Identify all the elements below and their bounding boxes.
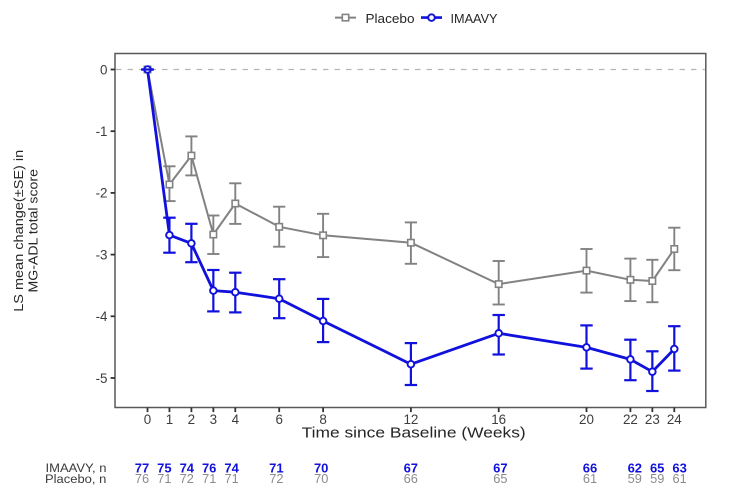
svg-text:LS mean change(±SE) in: LS mean change(±SE) in: [12, 150, 26, 312]
svg-text:22: 22: [623, 412, 638, 427]
svg-text:0: 0: [100, 62, 107, 77]
svg-text:63: 63: [672, 460, 686, 475]
svg-text:75: 75: [157, 460, 171, 475]
svg-text:71: 71: [157, 471, 171, 486]
svg-text:59: 59: [628, 471, 642, 486]
svg-text:61: 61: [583, 471, 597, 486]
svg-text:-4: -4: [96, 309, 108, 324]
svg-text:4: 4: [232, 412, 240, 427]
svg-text:76: 76: [135, 471, 149, 486]
svg-text:16: 16: [491, 412, 506, 427]
svg-text:-1: -1: [96, 124, 108, 139]
svg-text:MG-ADL total score: MG-ADL total score: [27, 169, 41, 293]
svg-text:-5: -5: [96, 371, 108, 386]
svg-text:71: 71: [202, 471, 216, 486]
svg-text:65: 65: [493, 471, 507, 486]
svg-text:72: 72: [269, 471, 283, 486]
svg-text:77: 77: [135, 460, 149, 475]
svg-text:62: 62: [628, 460, 642, 475]
svg-text:23: 23: [645, 412, 660, 427]
svg-text:1: 1: [166, 412, 173, 427]
svg-text:Time since Baseline (Weeks): Time since Baseline (Weeks): [302, 424, 526, 441]
svg-text:61: 61: [672, 471, 686, 486]
svg-text:2: 2: [188, 412, 195, 427]
svg-text:-2: -2: [96, 186, 108, 201]
svg-text:70: 70: [314, 471, 328, 486]
svg-text:71: 71: [224, 471, 238, 486]
svg-text:66: 66: [583, 460, 597, 475]
svg-text:71: 71: [269, 460, 283, 475]
svg-text:3: 3: [210, 412, 217, 427]
svg-text:0: 0: [144, 412, 151, 427]
svg-text:8: 8: [319, 412, 326, 427]
svg-text:74: 74: [180, 460, 195, 475]
svg-text:72: 72: [180, 471, 194, 486]
svg-text:Placebo, n: Placebo, n: [45, 472, 106, 486]
svg-text:6: 6: [275, 412, 282, 427]
svg-text:65: 65: [650, 460, 664, 475]
svg-text:59: 59: [650, 471, 664, 486]
svg-text:IMAAVY: IMAAVY: [451, 11, 498, 26]
svg-text:-3: -3: [96, 247, 108, 262]
svg-text:12: 12: [403, 412, 418, 427]
svg-text:24: 24: [667, 412, 682, 427]
svg-text:70: 70: [314, 460, 328, 475]
svg-text:66: 66: [404, 471, 418, 486]
svg-text:67: 67: [404, 460, 418, 475]
svg-text:20: 20: [579, 412, 594, 427]
svg-text:74: 74: [224, 460, 239, 475]
svg-text:67: 67: [493, 460, 507, 475]
svg-text:IMAAVY, n: IMAAVY, n: [46, 461, 107, 475]
svg-text:Placebo: Placebo: [366, 11, 415, 26]
svg-text:76: 76: [202, 460, 216, 475]
